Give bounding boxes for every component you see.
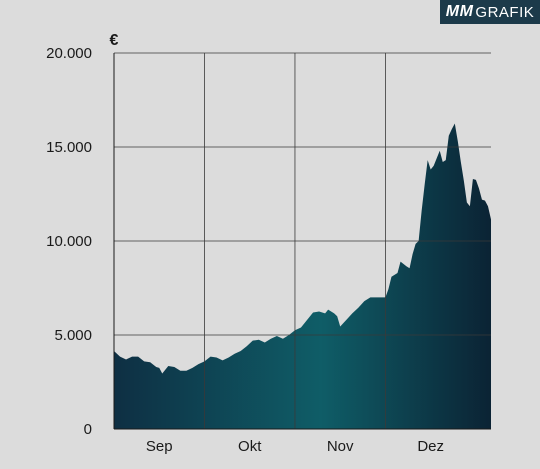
y-tick-label: 0: [84, 421, 92, 438]
y-axis-unit: €: [110, 32, 119, 49]
y-tick-label: 20.000: [46, 45, 92, 62]
area-series: [114, 123, 491, 429]
y-tick-label: 10.000: [46, 233, 92, 250]
x-tick-label: Sep: [146, 438, 173, 455]
x-tick-label: Dez: [417, 438, 444, 455]
y-tick-label: 5.000: [54, 327, 92, 344]
logo-suffix: GRAFIK: [475, 3, 535, 21]
x-tick-label: Okt: [238, 438, 262, 455]
logo-brand: MM: [445, 3, 474, 20]
mm-grafik-logo: MM GRAFIK: [440, 0, 540, 24]
x-tick-label: Nov: [327, 438, 354, 455]
y-tick-label: 15.000: [46, 139, 92, 156]
